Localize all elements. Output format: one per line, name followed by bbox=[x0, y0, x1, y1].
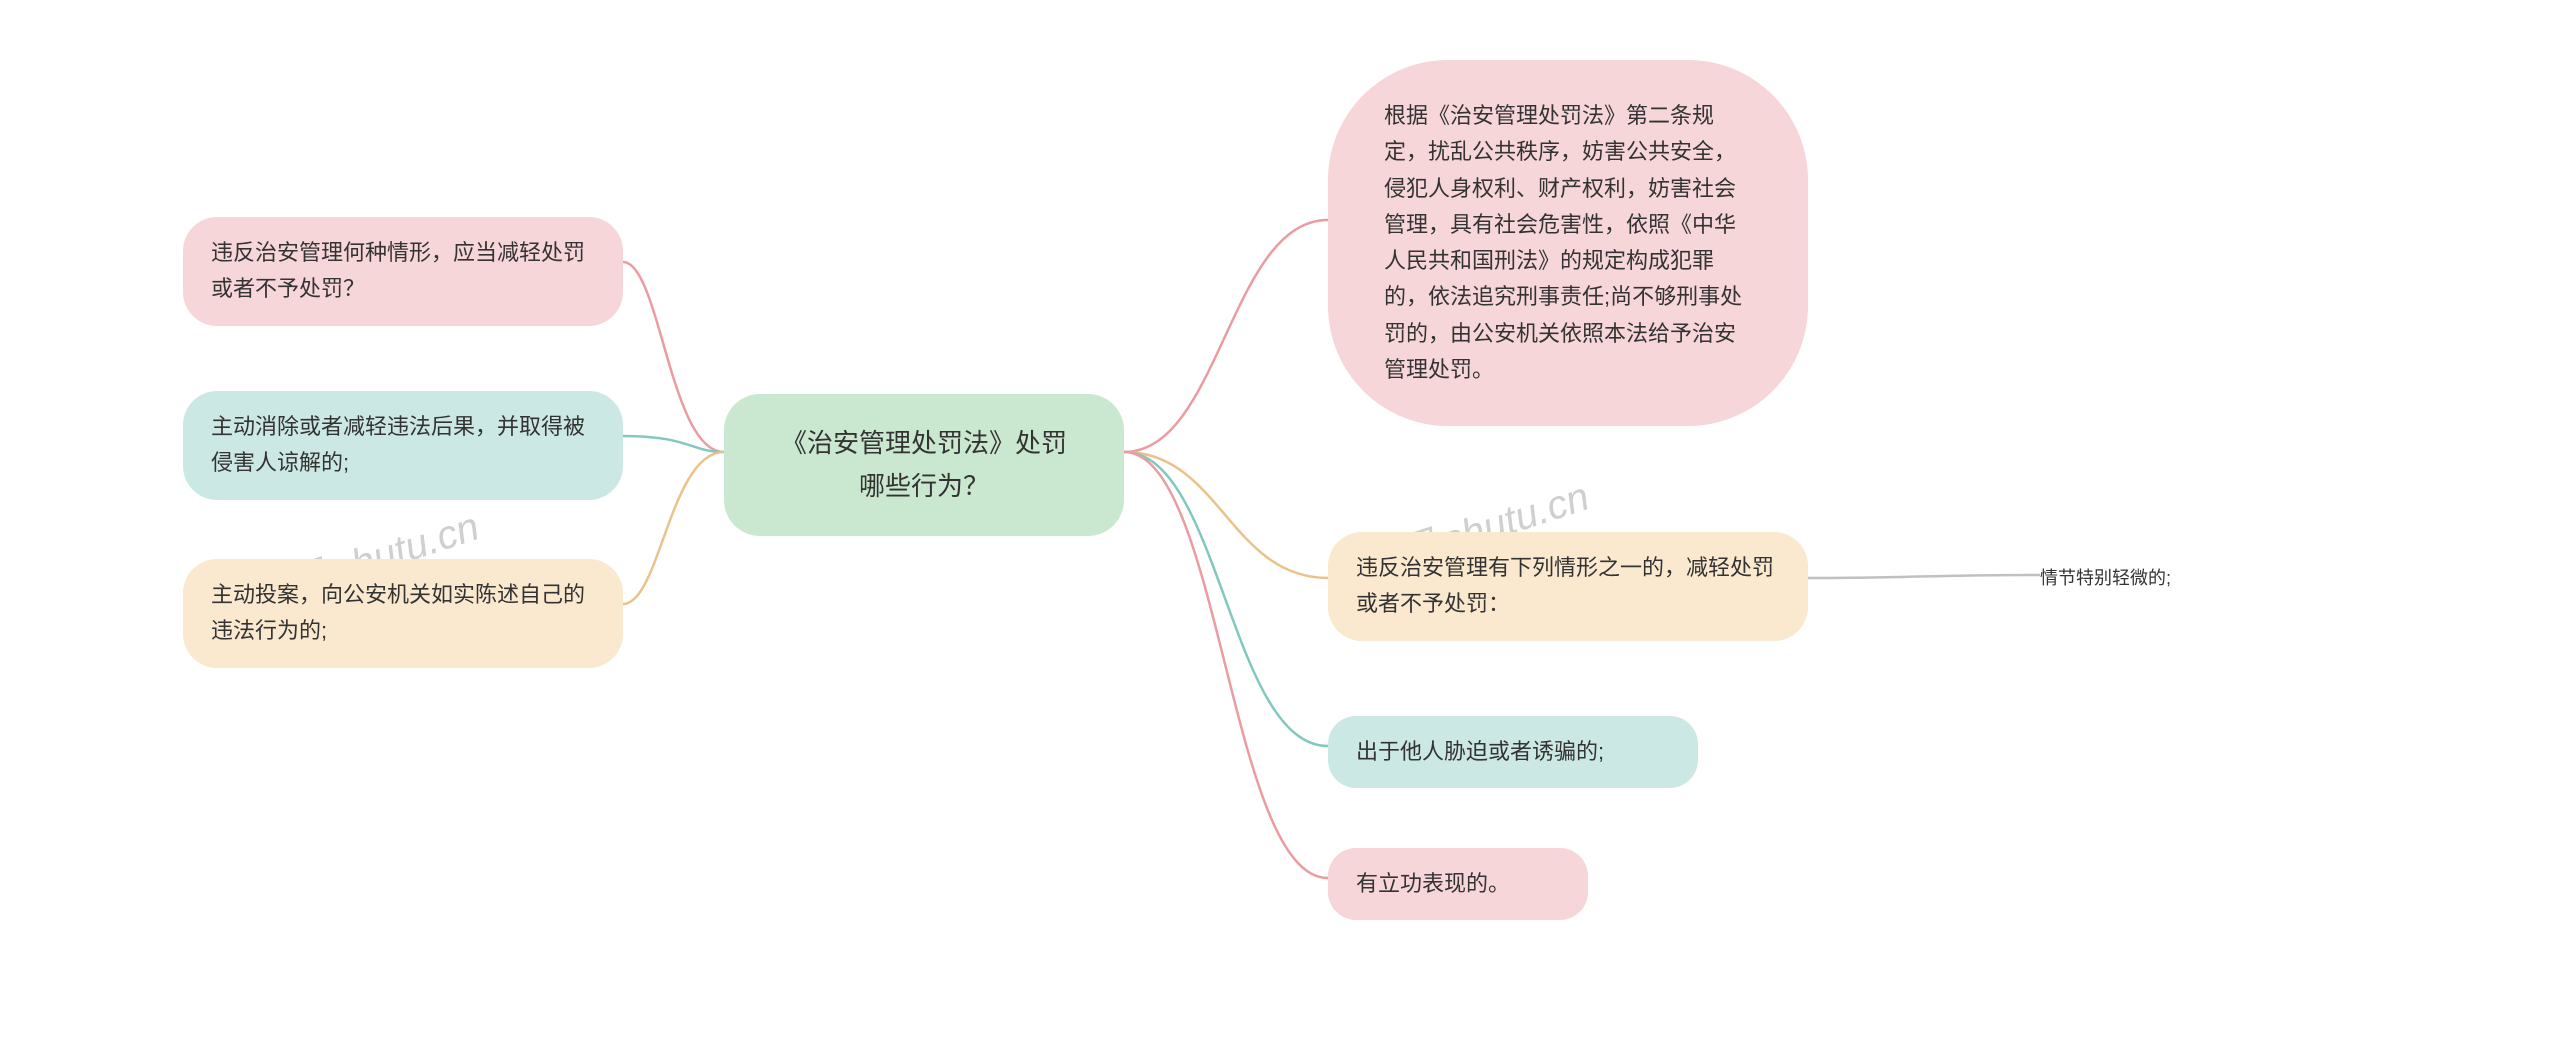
right-node-4[interactable]: 有立功表现的。 bbox=[1328, 848, 1588, 920]
right-node-2-child[interactable]: 情节特别轻微的; bbox=[2040, 560, 2171, 598]
left-node-1[interactable]: 违反治安管理何种情形，应当减轻处罚或者不予处罚？ bbox=[183, 217, 623, 326]
center-line2: 哪些行为？ bbox=[764, 465, 1084, 508]
center-node[interactable]: 《治安管理处罚法》处罚 哪些行为？ bbox=[724, 394, 1124, 536]
right-node-1[interactable]: 根据《治安管理处罚法》第二条规定，扰乱公共秩序，妨害公共安全，侵犯人身权利、财产… bbox=[1328, 60, 1808, 426]
center-line1: 《治安管理处罚法》处罚 bbox=[764, 422, 1084, 465]
right-node-2[interactable]: 违反治安管理有下列情形之一的，减轻处罚或者不予处罚： bbox=[1328, 532, 1808, 641]
right-node-3[interactable]: 出于他人胁迫或者诱骗的; bbox=[1328, 716, 1698, 788]
left-node-3[interactable]: 主动投案，向公安机关如实陈述自己的违法行为的; bbox=[183, 559, 623, 668]
connectors bbox=[0, 0, 2560, 1061]
left-node-2[interactable]: 主动消除或者减轻违法后果，并取得被侵害人谅解的; bbox=[183, 391, 623, 500]
